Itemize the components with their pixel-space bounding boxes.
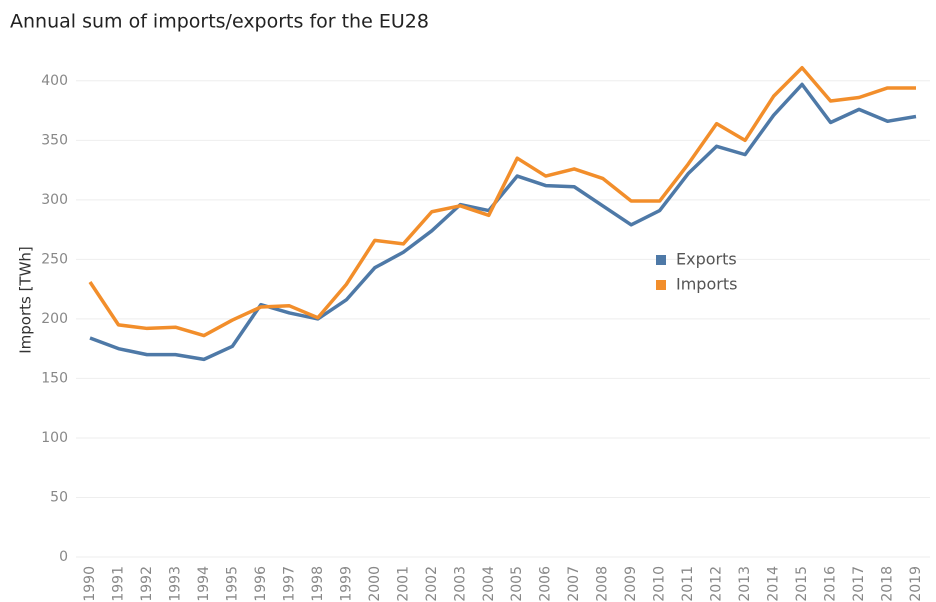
y-tick-label: 200 [41, 311, 68, 327]
x-tick-label: 2008 [595, 566, 611, 602]
x-tick-label: 1995 [224, 566, 240, 602]
x-tick-label: 1994 [196, 566, 212, 602]
x-tick-label: 2016 [823, 566, 839, 602]
x-tick-label: 2013 [737, 566, 753, 602]
x-tick-label: 2000 [367, 566, 383, 602]
x-tick-label: 2009 [623, 566, 639, 602]
y-tick-label: 150 [41, 370, 68, 386]
x-tick-label: 1996 [253, 566, 269, 602]
series-line [89, 82, 917, 362]
x-tick-label: 2012 [709, 566, 725, 602]
series-line [88, 65, 916, 338]
x-tick-label: 1997 [281, 566, 297, 602]
x-tick-label: 1992 [139, 566, 155, 602]
x-tick-label: 2007 [566, 566, 582, 602]
x-tick-label: 1998 [310, 566, 326, 602]
y-tick-label: 0 [59, 549, 68, 565]
y-tick-label: 400 [41, 73, 68, 89]
x-tick-label: 2017 [851, 566, 867, 602]
x-tick-label: 2010 [652, 566, 668, 602]
y-axis-label: Imports [TWh] [17, 246, 35, 354]
x-tick-label: 1991 [110, 566, 126, 602]
chart-title: Annual sum of imports/exports for the EU… [10, 11, 429, 33]
x-tick-label: 2018 [880, 566, 896, 602]
x-tick-label: 2019 [908, 566, 924, 602]
x-tick-label: 1993 [167, 566, 183, 602]
x-tick-label: 2015 [794, 566, 810, 602]
x-tick-label: 2006 [538, 566, 554, 602]
legend-label: Exports [676, 250, 737, 269]
x-tick-label: 2002 [424, 566, 440, 602]
y-tick-label: 350 [41, 132, 68, 148]
x-tick-label: 2001 [395, 566, 411, 602]
x-tick-label: 1999 [338, 566, 354, 602]
y-tick-label: 250 [41, 251, 68, 267]
y-tick-label: 300 [41, 192, 68, 208]
x-tick-label: 1990 [82, 566, 98, 602]
legend-label: Imports [676, 275, 737, 294]
legend-swatch [656, 280, 666, 290]
x-tick-label: 2005 [509, 566, 525, 602]
y-tick-label: 50 [50, 489, 68, 505]
y-tick-label: 100 [41, 430, 68, 446]
x-tick-label: 2004 [481, 566, 497, 602]
x-tick-label: 2003 [452, 566, 468, 602]
legend-swatch [656, 255, 666, 265]
x-tick-label: 2011 [680, 566, 696, 602]
x-tick-label: 2014 [766, 566, 782, 602]
